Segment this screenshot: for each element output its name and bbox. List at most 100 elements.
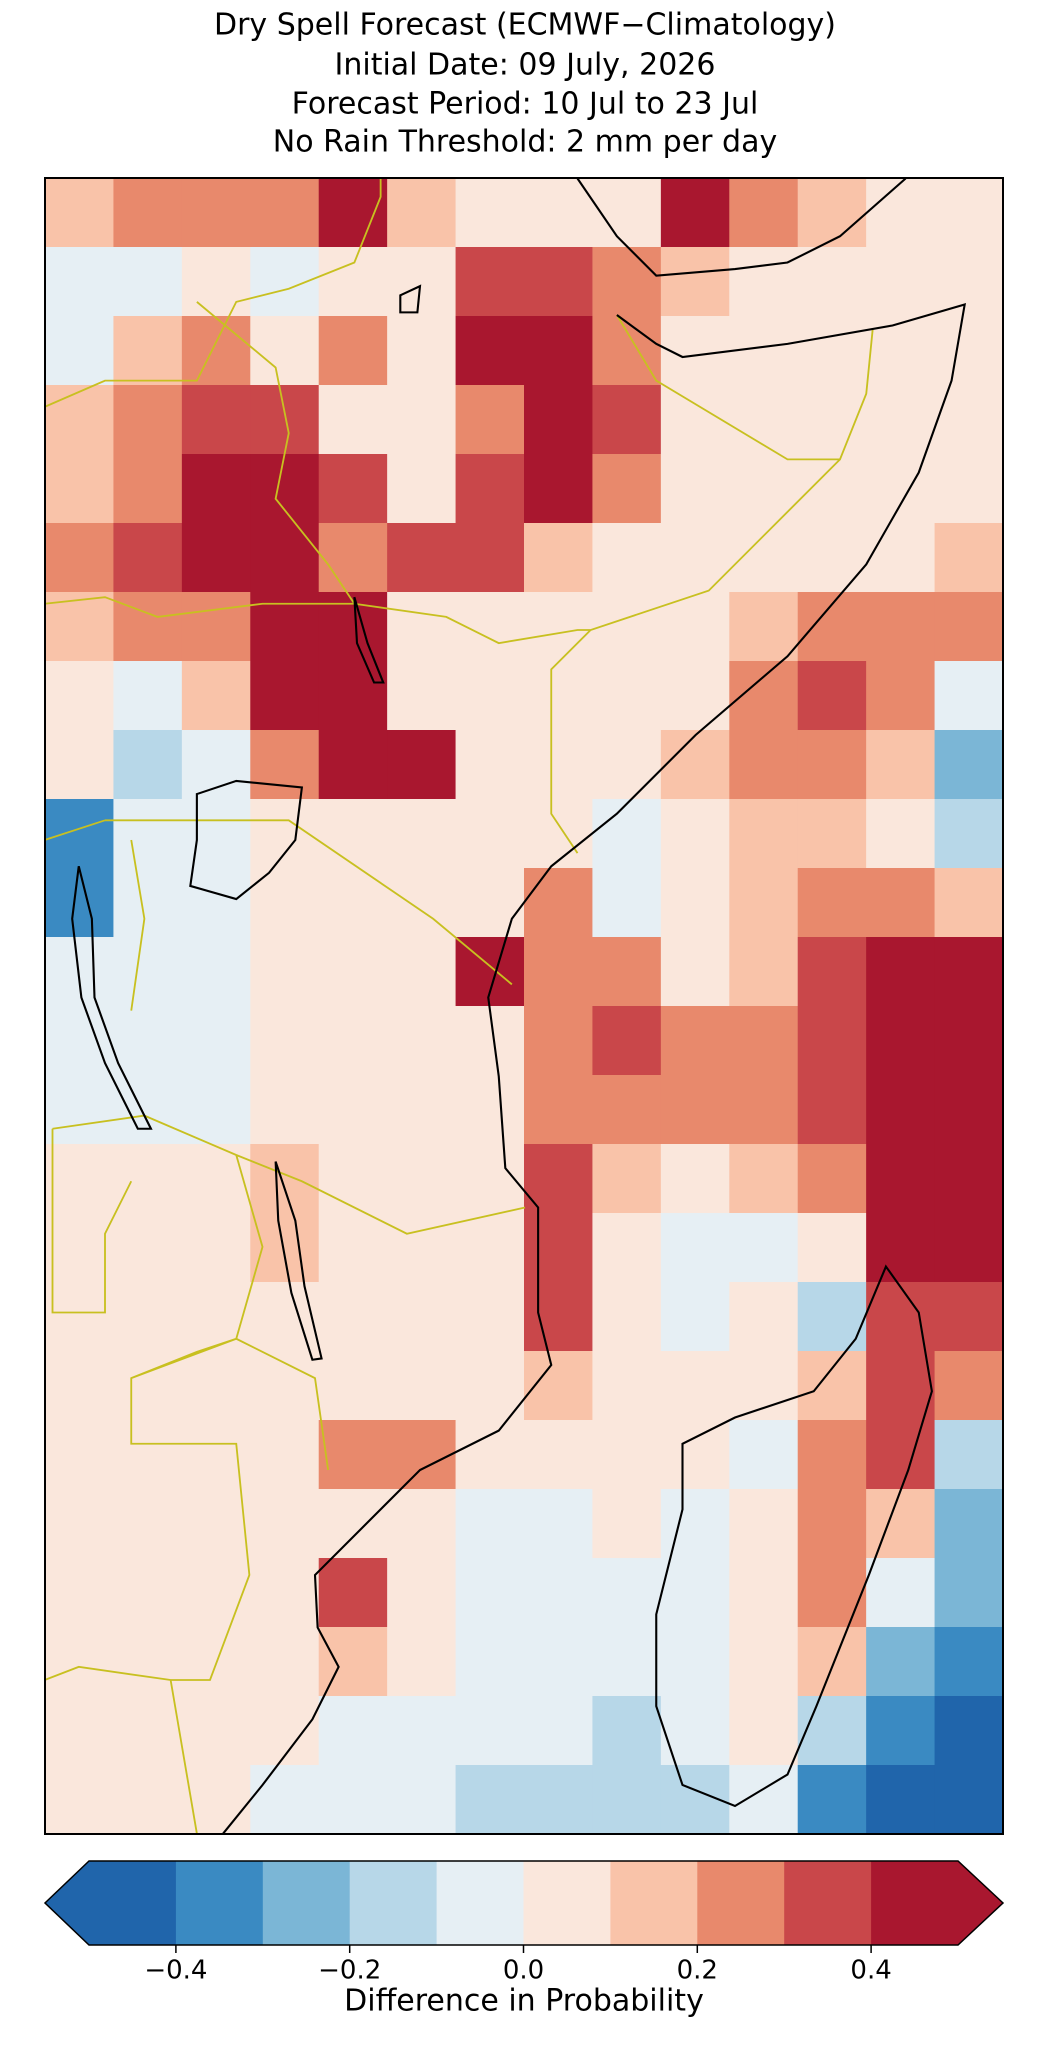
grid-cell (45, 1006, 114, 1076)
grid-cell (592, 1075, 662, 1145)
grid-cell (181, 1696, 251, 1766)
grid-cell (797, 1006, 867, 1076)
grid-cell (455, 1213, 525, 1283)
grid-cell (660, 247, 730, 317)
grid-cell (660, 1144, 730, 1214)
grid-cell (45, 1627, 114, 1697)
grid-cell (113, 385, 183, 455)
grid-cell (181, 1765, 251, 1835)
grid-cell (524, 1282, 593, 1352)
grid-cell (455, 868, 525, 938)
grid-cell (250, 730, 320, 800)
colorbar-segment (697, 1861, 785, 1945)
grid-cell (934, 1696, 1004, 1766)
grid-cell (113, 1075, 183, 1145)
colorbar-extend (45, 1861, 89, 1945)
grid-cell (318, 661, 388, 731)
grid-cell (934, 454, 1004, 524)
grid-cell (113, 868, 183, 938)
grid-cell (729, 592, 799, 662)
grid-cell (45, 316, 114, 386)
grid-cell (660, 1420, 730, 1490)
grid-cell (592, 1627, 662, 1697)
grid-cell (250, 937, 320, 1007)
grid-cell (729, 454, 799, 524)
grid-cell (181, 385, 251, 455)
grid-cell (387, 1420, 457, 1490)
colorbar-tick-label: 0.2 (677, 1956, 718, 1986)
grid-cell (113, 1282, 183, 1352)
grid-cell (250, 316, 320, 386)
grid-cell (113, 1765, 183, 1835)
grid-cell (866, 1765, 936, 1835)
grid-cell (455, 523, 525, 593)
grid-cell (45, 247, 114, 317)
colorbar-label: Difference in Probability (344, 1984, 704, 2019)
grid-cell (113, 454, 183, 524)
grid-cell (318, 1420, 388, 1490)
grid-cell (729, 1351, 799, 1421)
grid-cell (181, 1351, 251, 1421)
grid-cell (45, 1351, 114, 1421)
grid-cell (181, 523, 251, 593)
grid-cell (524, 730, 593, 800)
grid-cell (318, 385, 388, 455)
grid-cell (797, 1213, 867, 1283)
grid-cell (455, 1627, 525, 1697)
grid-cell (524, 454, 593, 524)
grid-cell (250, 1144, 320, 1214)
grid-cell (250, 1213, 320, 1283)
grid-cell (524, 247, 593, 317)
grid-cell (934, 1006, 1004, 1076)
grid-cell (45, 592, 114, 662)
chart-subtitle: Initial Date: 09 July, 2026 (335, 48, 716, 83)
grid-cell (45, 799, 114, 869)
grid-cell (318, 799, 388, 869)
grid-cell (387, 1351, 457, 1421)
grid-cell (250, 1489, 320, 1559)
grid-cell (592, 799, 662, 869)
grid-cell (729, 1765, 799, 1835)
grid-cell (181, 1144, 251, 1214)
grid-cell (524, 661, 593, 731)
grid-cell (660, 1489, 730, 1559)
grid-cell (318, 868, 388, 938)
grid-cell (113, 730, 183, 800)
grid-cell (387, 1696, 457, 1766)
grid-cell (387, 1282, 457, 1352)
lake-turkana (353, 596, 385, 684)
grid-cell (45, 1213, 114, 1283)
grid-cell (45, 730, 114, 800)
grid-cell (455, 178, 525, 248)
grid-cell (455, 316, 525, 386)
grid-cell (866, 799, 936, 869)
grid-cell (455, 1075, 525, 1145)
grid-cell (113, 937, 183, 1007)
grid-cell (181, 868, 251, 938)
grid-cell (797, 1696, 867, 1766)
grid-cell (250, 1627, 320, 1697)
grid-cell (250, 592, 320, 662)
grid-cell (250, 1420, 320, 1490)
grid-cell (797, 454, 867, 524)
grid-cell (113, 799, 183, 869)
grid-cell (797, 1282, 867, 1352)
grid-cell (866, 385, 936, 455)
grid-cell (181, 937, 251, 1007)
grid-cell (113, 1144, 183, 1214)
grid-cell (45, 178, 114, 248)
grid-cell (387, 1558, 457, 1628)
grid-cell (797, 730, 867, 800)
grid-cell (797, 1765, 867, 1835)
grid-cell (113, 523, 183, 593)
grid-cell (660, 1282, 730, 1352)
grid-cell (45, 523, 114, 593)
grid-cells (45, 178, 1004, 1835)
grid-cell (45, 868, 114, 938)
grid-cell (181, 730, 251, 800)
grid-cell (934, 937, 1004, 1007)
grid-cell (113, 247, 183, 317)
chart-subtitle: Forecast Period: 10 Jul to 23 Jul (292, 87, 759, 122)
grid-cell (866, 316, 936, 386)
grid-cell (592, 316, 662, 386)
